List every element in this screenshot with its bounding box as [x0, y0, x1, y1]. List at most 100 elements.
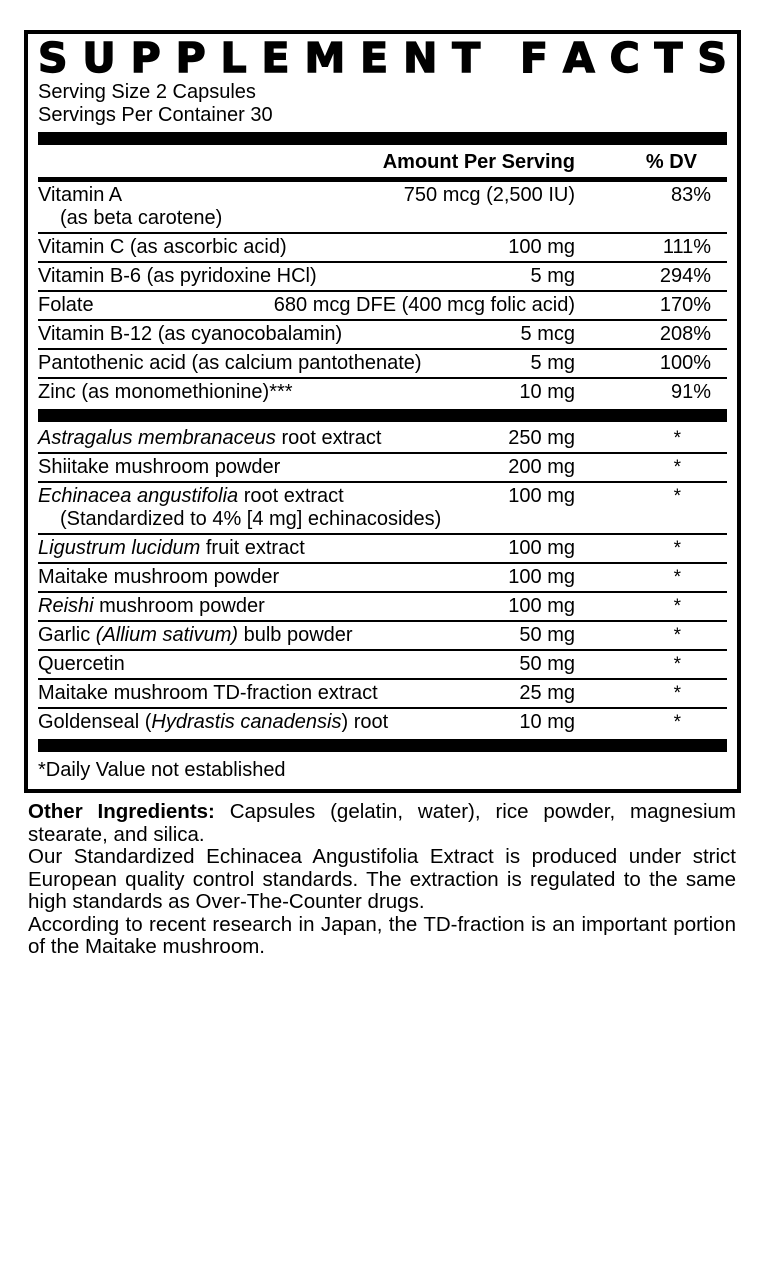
- ingredient-cell: Vitamin C (as ascorbic acid) 100 mg: [38, 236, 577, 259]
- amount-value: 100 mg: [508, 236, 575, 258]
- ingredient-cell: Ligustrum lucidum fruit extract 100 mg: [38, 537, 577, 560]
- table-row: Folate 680 mcg DFE (400 mcg folic acid) 17…: [38, 292, 727, 321]
- table-row: Zinc (as monomethionine)*** 10 mg 91%: [38, 379, 727, 406]
- dv-value: *: [673, 683, 681, 704]
- ingredient-cell: Reishi mushroom powder 100 mg: [38, 595, 577, 618]
- table-row: Pantothenic acid (as calcium pantothenat…: [38, 350, 727, 379]
- percent-dv-header: % DV: [645, 151, 697, 173]
- ingredient-name: Vitamin A: [38, 184, 123, 206]
- ingredient-cell: Echinacea angustifolia root extract 100 m…: [38, 485, 577, 531]
- ingredient-name: Vitamin B-6 (as pyridoxine HCl): [38, 265, 317, 287]
- dv-value: *: [673, 712, 681, 733]
- amount-value: 100 mg: [508, 485, 575, 507]
- table-header-row: Amount Per Serving % DV: [38, 148, 727, 177]
- title-letter: M: [304, 34, 346, 82]
- table-row: Echinacea angustifolia root extract 100 m…: [38, 483, 727, 535]
- amount-value: 100 mg: [508, 537, 575, 559]
- serving-size-line: Serving Size 2 Capsules: [38, 81, 256, 103]
- ingredient-subtext: (Standardized to 4% [4 mg] echinacosides…: [60, 508, 442, 530]
- ingredient-cell: Vitamin B-6 (as pyridoxine HCl) 5 mg: [38, 265, 577, 288]
- dv-value: *: [673, 457, 681, 478]
- amount-value: 25 mg: [519, 682, 575, 704]
- dv-value: 91%: [670, 381, 711, 403]
- amount-value: 5 mg: [530, 352, 575, 374]
- title-letter: S: [697, 34, 728, 82]
- table-row: Vitamin A 750 mcg (2,500 IU) (as beta caro…: [38, 182, 727, 234]
- ingredient-name: Astragalus membranaceus root extract: [38, 427, 382, 449]
- amount-value: 10 mg: [519, 711, 575, 733]
- ingredient-cell: Pantothenic acid (as calcium pantothenat…: [38, 352, 577, 375]
- title-letter: S: [37, 34, 68, 82]
- ingredient-cell: Quercetin 50 mg: [38, 653, 577, 676]
- ingredient-name: Echinacea angustifolia root extract: [38, 485, 344, 507]
- table-row: Maitake mushroom powder 100 mg *: [38, 564, 727, 593]
- ingredient-name: Maitake mushroom TD-fraction extract: [38, 682, 378, 704]
- table-row: Quercetin 50 mg *: [38, 651, 727, 680]
- table-row: Maitake mushroom TD-fraction extract 25 m…: [38, 680, 727, 709]
- ingredient-cell: Goldenseal (Hydrastis canadensis) root 10…: [38, 711, 577, 734]
- ingredient-name: Goldenseal (Hydrastis canadensis) root: [38, 711, 389, 733]
- dv-value: 111%: [662, 236, 711, 258]
- title-letter: [495, 36, 505, 80]
- title-letter: F: [519, 34, 549, 82]
- title-letter: A: [562, 34, 595, 82]
- table-row: Goldenseal (Hydrastis canadensis) root 10…: [38, 709, 727, 736]
- dv-value: *: [673, 486, 681, 507]
- amount-per-serving-header: Amount Per Serving: [382, 151, 575, 173]
- title-letter: U: [82, 34, 117, 82]
- dv-value: 294%: [659, 265, 711, 287]
- ingredient-cell: Vitamin A 750 mcg (2,500 IU) (as beta caro…: [38, 184, 577, 230]
- dv-value: *: [673, 428, 681, 449]
- amount-value: 250 mg: [508, 427, 575, 449]
- ingredient-cell: Maitake mushroom TD-fraction extract 25 m…: [38, 682, 577, 705]
- divider-bar-middle: [38, 409, 727, 422]
- ingredient-cell: Maitake mushroom powder 100 mg: [38, 566, 577, 589]
- amount-value: 10 mg: [519, 381, 575, 403]
- botanicals-section: Astragalus membranaceus root extract 250 …: [38, 425, 727, 736]
- footer-paragraph: Other Ingredients: Capsules (gelatin, wa…: [28, 800, 737, 846]
- dv-value: *: [673, 625, 681, 646]
- vitamins-section: Vitamin A 750 mcg (2,500 IU) (as beta caro…: [38, 182, 727, 406]
- footer-paragraph: Our Standardized Echinacea Angustifolia …: [28, 845, 736, 913]
- dv-value: *: [673, 538, 681, 559]
- dv-value: 170%: [659, 294, 711, 316]
- table-row: Garlic (Allium sativum) bulb powder 50 mg…: [38, 622, 727, 651]
- amount-value: 680 mcg DFE (400 mcg folic acid): [273, 294, 575, 316]
- daily-value-footnote: *Daily Value not established: [38, 759, 286, 781]
- amount-value: 750 mcg (2,500 IU): [403, 184, 575, 206]
- amount-value: 200 mg: [508, 456, 575, 478]
- ingredient-name: Maitake mushroom powder: [38, 566, 280, 588]
- amount-value: 50 mg: [519, 653, 575, 675]
- amount-value: 50 mg: [519, 624, 575, 646]
- table-row: Shiitake mushroom powder 200 mg *: [38, 454, 727, 483]
- table-row: Ligustrum lucidum fruit extract 100 mg *: [38, 535, 727, 564]
- dv-value: *: [673, 567, 681, 588]
- dv-value: *: [673, 596, 681, 617]
- ingredient-name: Quercetin: [38, 653, 125, 675]
- other-ingredients-label: Other Ingredients:: [28, 800, 215, 823]
- table-row: Reishi mushroom powder 100 mg *: [38, 593, 727, 622]
- table-row: Vitamin B-12 (as cyanocobalamin) 5 mcg 208…: [38, 321, 727, 350]
- header-rule: [38, 177, 727, 182]
- servings-per-container-line: Servings Per Container 30: [38, 104, 273, 126]
- ingredient-name: Reishi mushroom powder: [38, 595, 265, 617]
- ingredient-name: Shiitake mushroom powder: [38, 456, 281, 478]
- title-letter: T: [654, 34, 683, 82]
- amount-value: 5 mcg: [520, 323, 575, 345]
- footer-text: Other Ingredients: Capsules (gelatin, wa…: [28, 800, 737, 959]
- ingredient-name: Vitamin B-12 (as cyanocobalamin): [38, 323, 343, 345]
- ingredient-cell: Folate 680 mcg DFE (400 mcg folic acid): [38, 294, 577, 317]
- ingredient-name: Vitamin C (as ascorbic acid): [38, 236, 287, 258]
- title-letter: P: [175, 34, 206, 82]
- amount-value: 5 mg: [530, 265, 575, 287]
- title-letter: N: [402, 34, 438, 82]
- dv-value: 208%: [659, 323, 711, 345]
- divider-bar-bottom: [38, 739, 727, 752]
- title-letter: E: [261, 34, 290, 82]
- ingredient-cell: Zinc (as monomethionine)*** 10 mg: [38, 381, 577, 404]
- dv-value: 83%: [670, 184, 711, 206]
- amount-value: 100 mg: [508, 595, 575, 617]
- title-letter: T: [452, 34, 481, 82]
